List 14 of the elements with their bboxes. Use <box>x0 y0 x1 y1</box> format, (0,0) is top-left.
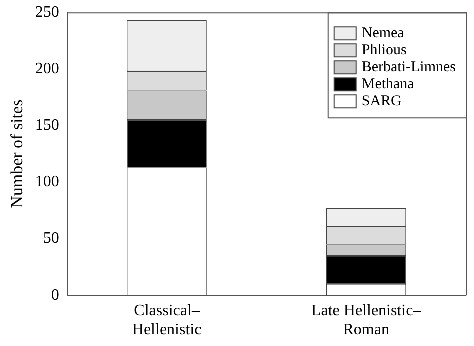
y-tick-label: 100 <box>35 174 60 191</box>
legend-label: Phlious <box>362 42 408 59</box>
y-tick-label: 150 <box>35 117 60 134</box>
y-tick-label: 0 <box>51 286 60 304</box>
legend-label: Methana <box>362 76 415 93</box>
y-tick-label: 200 <box>35 60 60 78</box>
y-axis-title: Number of sites <box>8 100 27 208</box>
legend-label: Nemea <box>362 26 405 42</box>
y-tick-label: 50 <box>43 230 60 248</box>
x-tick-label: Late Hellenistic–Roman <box>311 302 422 339</box>
x-tick-label: Classical–Hellenistic <box>132 302 202 339</box>
legend-label: Berbati-Limnes <box>362 60 456 76</box>
y-tick-label: 250 <box>35 4 60 21</box>
legend-label: SARG <box>362 94 402 110</box>
